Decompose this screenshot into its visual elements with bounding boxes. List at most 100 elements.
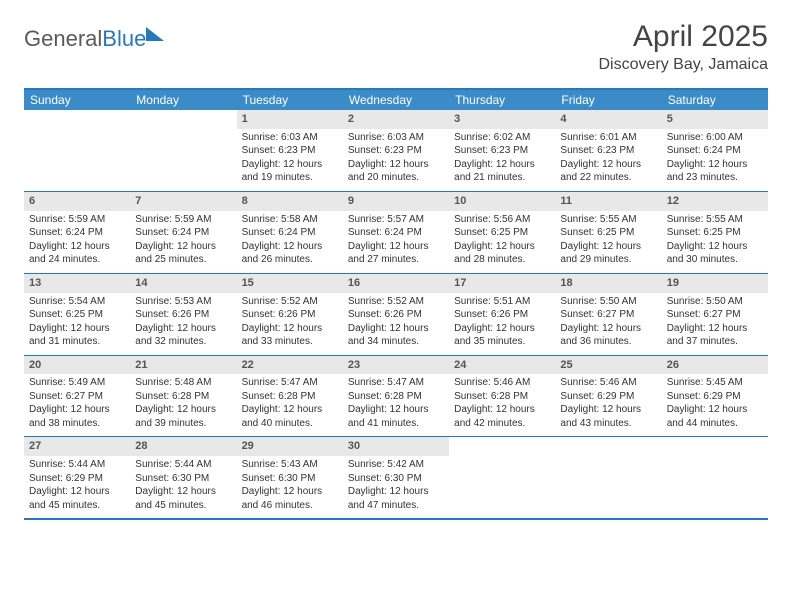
day-number: 3 [449,110,555,129]
calendar-cell: . [24,110,130,191]
day-number: 18 [555,274,661,293]
sunset-line: Sunset: 6:27 PM [665,308,765,322]
sunrise-line: Sunrise: 5:50 AM [558,295,658,309]
weekday-header-row: SundayMondayTuesdayWednesdayThursdayFrid… [24,90,768,110]
calendar-cell: 12Sunrise: 5:55 AMSunset: 6:25 PMDayligh… [662,191,768,273]
day-number: 19 [662,274,768,293]
logo-part1: General [24,26,102,51]
sunrise-line: Sunrise: 5:50 AM [665,295,765,309]
day-number: 20 [24,356,130,375]
daylight-line: Daylight: 12 hours and 29 minutes. [558,240,658,267]
sunset-line: Sunset: 6:26 PM [346,308,446,322]
logo-triangle-icon [146,27,164,41]
day-number: 21 [130,356,236,375]
daylight-line: Daylight: 12 hours and 28 minutes. [452,240,552,267]
daylight-line: Daylight: 12 hours and 23 minutes. [665,158,765,185]
calendar-cell: 8Sunrise: 5:58 AMSunset: 6:24 PMDaylight… [237,191,343,273]
daylight-line: Daylight: 12 hours and 32 minutes. [133,322,233,349]
sunrise-line: Sunrise: 5:43 AM [240,458,340,472]
weekday-header: Saturday [662,90,768,110]
calendar-cell: 11Sunrise: 5:55 AMSunset: 6:25 PMDayligh… [555,191,661,273]
sunset-line: Sunset: 6:25 PM [27,308,127,322]
weekday-header: Monday [130,90,236,110]
sunset-line: Sunset: 6:29 PM [27,472,127,486]
sunrise-line: Sunrise: 6:03 AM [240,131,340,145]
sunset-line: Sunset: 6:24 PM [27,226,127,240]
sunrise-line: Sunrise: 5:45 AM [665,376,765,390]
sunset-line: Sunset: 6:26 PM [240,308,340,322]
sunset-line: Sunset: 6:24 PM [346,226,446,240]
sunrise-line: Sunrise: 5:49 AM [27,376,127,390]
sunset-line: Sunset: 6:27 PM [558,308,658,322]
sunset-line: Sunset: 6:26 PM [133,308,233,322]
daylight-line: Daylight: 12 hours and 45 minutes. [133,485,233,512]
calendar-cell: 29Sunrise: 5:43 AMSunset: 6:30 PMDayligh… [237,436,343,518]
weekday-header: Wednesday [343,90,449,110]
calendar-cell: 6Sunrise: 5:59 AMSunset: 6:24 PMDaylight… [24,191,130,273]
sunrise-line: Sunrise: 5:59 AM [27,213,127,227]
location-subtitle: Discovery Bay, Jamaica [598,56,768,74]
sunrise-line: Sunrise: 6:03 AM [346,131,446,145]
daylight-line: Daylight: 12 hours and 36 minutes. [558,322,658,349]
calendar-cell: 20Sunrise: 5:49 AMSunset: 6:27 PMDayligh… [24,355,130,437]
daylight-line: Daylight: 12 hours and 19 minutes. [240,158,340,185]
brand-logo: GeneralBlue [24,26,164,52]
daylight-line: Daylight: 12 hours and 38 minutes. [27,403,127,430]
sunset-line: Sunset: 6:29 PM [558,390,658,404]
sunrise-line: Sunrise: 6:01 AM [558,131,658,145]
sunrise-line: Sunrise: 5:59 AM [133,213,233,227]
calendar-cell: 14Sunrise: 5:53 AMSunset: 6:26 PMDayligh… [130,273,236,355]
day-number: 14 [130,274,236,293]
calendar-cell: . [662,436,768,518]
day-number: 1 [237,110,343,129]
calendar-page: GeneralBlue April 2025 Discovery Bay, Ja… [0,0,792,540]
sunrise-line: Sunrise: 5:44 AM [27,458,127,472]
day-number: 12 [662,192,768,211]
sunset-line: Sunset: 6:23 PM [452,144,552,158]
day-number: 2 [343,110,449,129]
day-number: 29 [237,437,343,456]
day-number: 9 [343,192,449,211]
sunrise-line: Sunrise: 6:00 AM [665,131,765,145]
calendar-cell: 22Sunrise: 5:47 AMSunset: 6:28 PMDayligh… [237,355,343,437]
weekday-header: Friday [555,90,661,110]
daylight-line: Daylight: 12 hours and 41 minutes. [346,403,446,430]
calendar-cell: 21Sunrise: 5:48 AMSunset: 6:28 PMDayligh… [130,355,236,437]
daylight-line: Daylight: 12 hours and 42 minutes. [452,403,552,430]
sunset-line: Sunset: 6:28 PM [346,390,446,404]
sunset-line: Sunset: 6:28 PM [240,390,340,404]
daylight-line: Daylight: 12 hours and 45 minutes. [27,485,127,512]
sunrise-line: Sunrise: 5:42 AM [346,458,446,472]
calendar-cell: 10Sunrise: 5:56 AMSunset: 6:25 PMDayligh… [449,191,555,273]
calendar-cell: 9Sunrise: 5:57 AMSunset: 6:24 PMDaylight… [343,191,449,273]
daylight-line: Daylight: 12 hours and 47 minutes. [346,485,446,512]
day-number: 15 [237,274,343,293]
calendar-cell: 1 Sunrise: 6:03 AMSunset: 6:23 PMDaylight… [237,110,343,191]
sunrise-line: Sunrise: 5:56 AM [452,213,552,227]
day-number: 4 [555,110,661,129]
day-number: 22 [237,356,343,375]
calendar-cell: 26Sunrise: 5:45 AMSunset: 6:29 PMDayligh… [662,355,768,437]
calendar-cell: 15Sunrise: 5:52 AMSunset: 6:26 PMDayligh… [237,273,343,355]
daylight-line: Daylight: 12 hours and 27 minutes. [346,240,446,267]
sunset-line: Sunset: 6:27 PM [27,390,127,404]
sunrise-line: Sunrise: 6:02 AM [452,131,552,145]
calendar-cell: 25Sunrise: 5:46 AMSunset: 6:29 PMDayligh… [555,355,661,437]
sunset-line: Sunset: 6:28 PM [452,390,552,404]
sunset-line: Sunset: 6:23 PM [240,144,340,158]
daylight-line: Daylight: 12 hours and 22 minutes. [558,158,658,185]
daylight-line: Daylight: 12 hours and 37 minutes. [665,322,765,349]
sunrise-line: Sunrise: 5:52 AM [240,295,340,309]
sunrise-line: Sunrise: 5:52 AM [346,295,446,309]
calendar-cell: 16Sunrise: 5:52 AMSunset: 6:26 PMDayligh… [343,273,449,355]
sunset-line: Sunset: 6:25 PM [665,226,765,240]
calendar-cell: 5Sunrise: 6:00 AMSunset: 6:24 PMDaylight… [662,110,768,191]
daylight-line: Daylight: 12 hours and 24 minutes. [27,240,127,267]
page-header: GeneralBlue April 2025 Discovery Bay, Ja… [24,20,768,74]
daylight-line: Daylight: 12 hours and 26 minutes. [240,240,340,267]
calendar-cell: . [449,436,555,518]
sunset-line: Sunset: 6:26 PM [452,308,552,322]
title-block: April 2025 Discovery Bay, Jamaica [598,20,768,74]
page-title: April 2025 [598,20,768,54]
calendar-grid: SundayMondayTuesdayWednesdayThursdayFrid… [24,88,768,520]
